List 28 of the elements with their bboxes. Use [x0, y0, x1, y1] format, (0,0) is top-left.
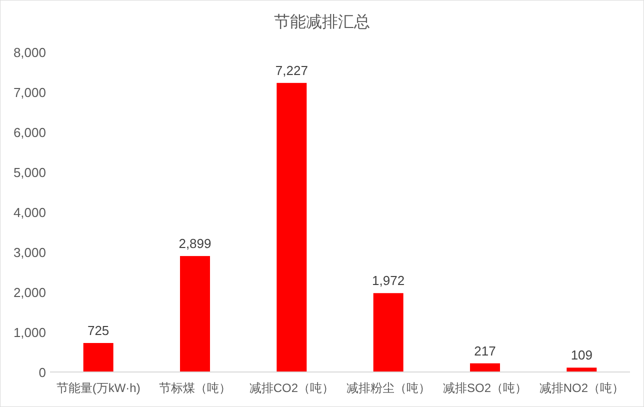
bar [180, 256, 210, 372]
x-tick-label: 节能量(万kW·h) [56, 381, 140, 395]
x-tick-label: 节标煤（吨） [159, 381, 231, 395]
y-tick-label: 7,000 [13, 85, 46, 100]
y-tick-label: 3,000 [13, 245, 46, 260]
data-label: 1,972 [372, 273, 405, 288]
y-tick-label: 8,000 [13, 45, 46, 60]
bar [83, 343, 114, 372]
data-label: 2,899 [178, 236, 212, 252]
bar [470, 363, 500, 372]
x-tick-label: 减排CO2（吨） [249, 381, 334, 395]
y-tick-label: 2,000 [13, 285, 46, 300]
x-tick-label: 减排NO2（吨） [539, 381, 624, 395]
x-tick-label: 减排粉尘（吨） [346, 381, 430, 395]
y-tick-label: 0 [38, 365, 46, 380]
bar [276, 82, 307, 372]
x-tick-label: 减排SO2（吨） [442, 381, 528, 395]
data-label: 217 [474, 343, 496, 358]
bar [373, 293, 404, 372]
bar [566, 368, 597, 372]
data-label: 7,227 [275, 62, 308, 78]
y-tick-label: 5,000 [13, 165, 46, 180]
y-tick-label: 6,000 [13, 125, 46, 140]
chart-title: 节能减排汇总 [274, 13, 370, 31]
data-label: 725 [87, 323, 110, 338]
data-label: 109 [570, 348, 593, 363]
y-tick-label: 4,000 [13, 205, 46, 220]
y-tick-label: 1,000 [13, 325, 46, 340]
